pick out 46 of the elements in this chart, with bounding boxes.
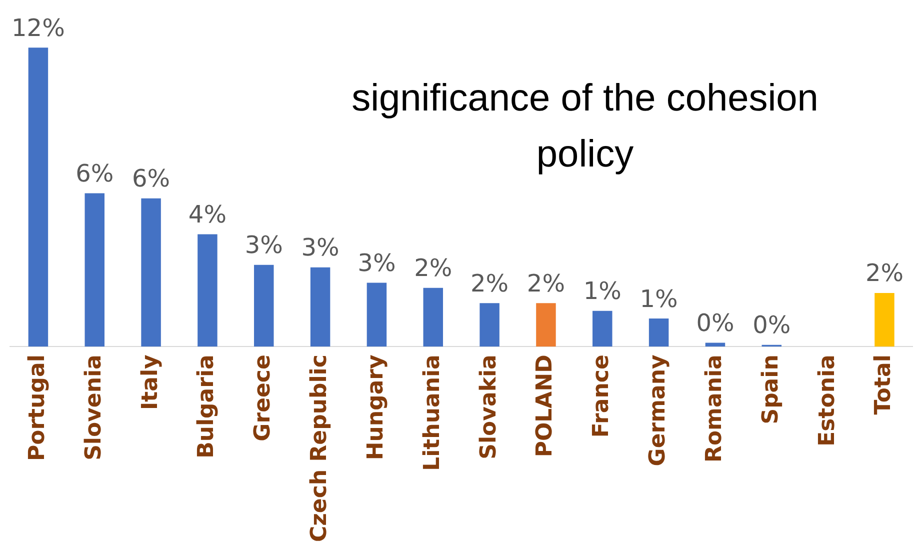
x-tick-label: Slovakia — [476, 354, 502, 460]
bar — [536, 303, 556, 347]
data-label: 6% — [76, 160, 114, 188]
x-tick-label: Slovenia — [81, 354, 106, 460]
bar — [423, 288, 444, 347]
x-tick-label: France — [589, 354, 614, 438]
bar — [648, 318, 669, 347]
x-tick-label: Bulgaria — [194, 354, 220, 458]
x-tick-label: Germany — [646, 354, 671, 466]
x-tick-label: Romania — [702, 354, 727, 462]
bar — [310, 267, 330, 347]
bar — [705, 342, 726, 347]
bar — [366, 282, 387, 347]
x-tick-label: Portugal — [24, 354, 50, 462]
data-label: 4% — [188, 200, 226, 228]
data-label: 1% — [583, 277, 622, 306]
bar — [254, 264, 274, 347]
data-label: 2% — [526, 269, 566, 298]
data-label: 3% — [358, 248, 396, 277]
data-label: 2% — [470, 269, 509, 298]
data-label: 3% — [301, 234, 340, 262]
data-label: 1% — [640, 284, 678, 313]
bar — [480, 303, 500, 347]
bar — [84, 193, 104, 347]
data-label: 12% — [12, 14, 65, 42]
x-tick-label: Greece — [250, 354, 276, 442]
text: significance of the cohesion policy — [352, 77, 818, 176]
x-tick-label: POLAND — [532, 354, 558, 458]
x-tick-label: Estonia — [814, 354, 840, 446]
data-label: 0% — [696, 309, 734, 338]
data-label: 6% — [132, 164, 170, 193]
data-label: 2% — [865, 259, 904, 288]
data-label: 3% — [244, 231, 283, 260]
bar — [198, 234, 218, 347]
x-tick-label: Total — [871, 354, 896, 415]
x-tick-label: Lithuania — [420, 354, 445, 471]
x-tick-label: Italy — [138, 354, 163, 410]
data-label: 2% — [414, 254, 452, 282]
x-tick-label: Hungary — [363, 354, 388, 460]
bar — [592, 310, 612, 347]
bar — [28, 48, 48, 347]
x-tick-label: Spain — [758, 354, 784, 424]
bar — [141, 198, 161, 347]
x-tick-label: Czech Republic — [307, 354, 332, 542]
bar — [874, 292, 894, 347]
data-label: 0% — [752, 311, 791, 340]
